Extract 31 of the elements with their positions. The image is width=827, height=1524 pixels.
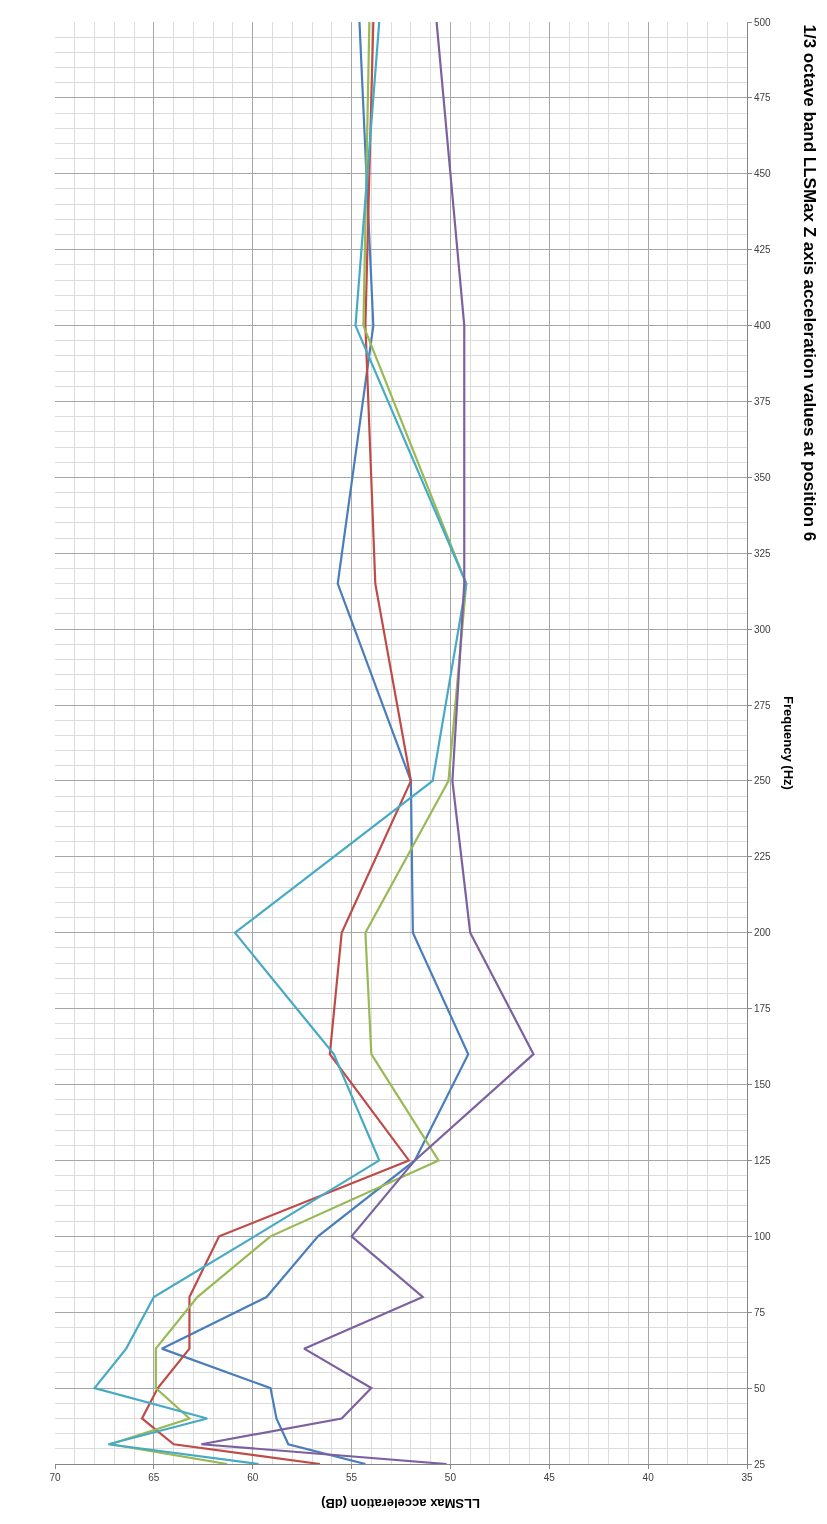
y-tick-label: 200 — [754, 927, 772, 939]
x-tick-label: 65 — [148, 1472, 160, 1483]
x-tick-label: 50 — [444, 1472, 457, 1483]
y-tick-label: 225 — [754, 851, 772, 863]
y-tick-label: 325 — [754, 547, 772, 559]
y-tick-label: 375 — [754, 395, 772, 407]
y-tick-label: 300 — [754, 623, 772, 635]
x-tick-label: 40 — [642, 1472, 655, 1483]
y-tick-label: 275 — [754, 699, 772, 711]
x-tick-label: 45 — [543, 1472, 556, 1483]
x-axis-title: LLSMax acceleration (dB) — [321, 1496, 480, 1511]
y-tick-label: 250 — [754, 775, 772, 787]
y-tick-label: 400 — [754, 320, 772, 332]
y-tick-label: 125 — [754, 1154, 772, 1166]
y-tick-label: 50 — [754, 1382, 766, 1394]
y-tick-label: 75 — [754, 1306, 766, 1318]
y-axis-title: Frequency (Hz) — [781, 696, 796, 790]
y-tick-label: 175 — [754, 1003, 772, 1015]
y-tick-label: 500 — [754, 16, 772, 28]
y-tick-label: 450 — [754, 168, 772, 180]
text: 1/3 octave band LLSMax Z axis acceleration values at position 6 — [799, 24, 819, 542]
y-tick-label: 100 — [754, 1230, 772, 1242]
y-tick-label: 475 — [754, 92, 772, 104]
y-tick-label: 350 — [754, 471, 772, 483]
x-tick-label: 60 — [247, 1472, 259, 1483]
x-tick-label: 70 — [49, 1472, 61, 1483]
y-tick-label: 25 — [754, 1458, 766, 1470]
y-tick-label: 425 — [754, 244, 772, 256]
y-tick-label: 150 — [754, 1079, 772, 1091]
x-tick-label: 55 — [346, 1472, 358, 1483]
x-tick-label: 35 — [741, 1472, 753, 1483]
